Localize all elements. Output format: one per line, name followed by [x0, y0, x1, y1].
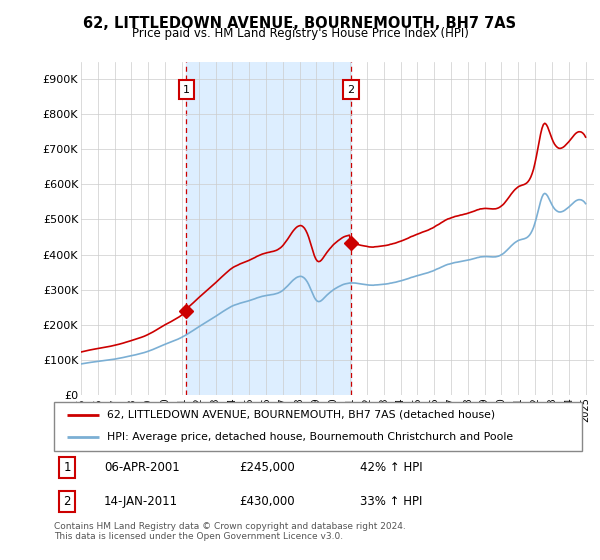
- Text: 1: 1: [64, 461, 71, 474]
- Text: 62, LITTLEDOWN AVENUE, BOURNEMOUTH, BH7 7AS: 62, LITTLEDOWN AVENUE, BOURNEMOUTH, BH7 …: [83, 16, 517, 31]
- Text: 33% ↑ HPI: 33% ↑ HPI: [360, 494, 422, 508]
- FancyBboxPatch shape: [54, 402, 582, 451]
- Text: 2: 2: [347, 85, 355, 95]
- Text: 06-APR-2001: 06-APR-2001: [104, 461, 180, 474]
- Text: Contains HM Land Registry data © Crown copyright and database right 2024.
This d: Contains HM Land Registry data © Crown c…: [54, 522, 406, 542]
- Text: 2: 2: [64, 494, 71, 508]
- Text: £245,000: £245,000: [239, 461, 295, 474]
- Text: 62, LITTLEDOWN AVENUE, BOURNEMOUTH, BH7 7AS (detached house): 62, LITTLEDOWN AVENUE, BOURNEMOUTH, BH7 …: [107, 410, 495, 420]
- Text: £430,000: £430,000: [239, 494, 295, 508]
- Text: 14-JAN-2011: 14-JAN-2011: [104, 494, 178, 508]
- Bar: [187, 62, 351, 395]
- Text: HPI: Average price, detached house, Bournemouth Christchurch and Poole: HPI: Average price, detached house, Bour…: [107, 432, 513, 442]
- Text: 1: 1: [183, 85, 190, 95]
- Text: 42% ↑ HPI: 42% ↑ HPI: [360, 461, 423, 474]
- Text: Price paid vs. HM Land Registry's House Price Index (HPI): Price paid vs. HM Land Registry's House …: [131, 27, 469, 40]
